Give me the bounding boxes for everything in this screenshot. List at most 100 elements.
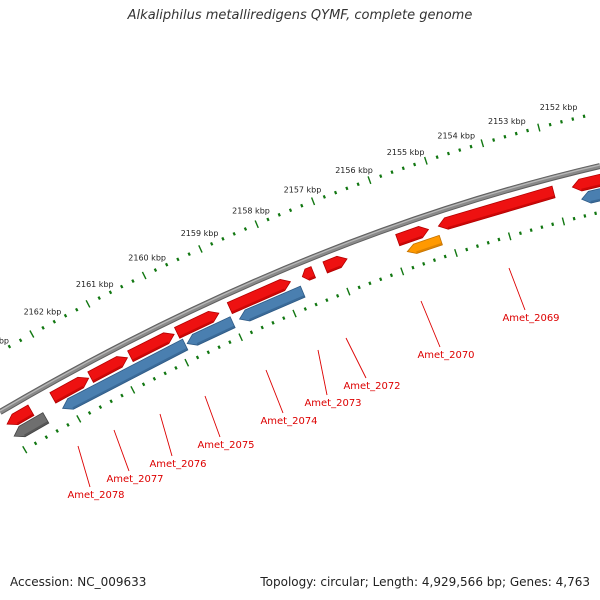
minor-tick (266, 217, 270, 222)
minor-tick (120, 393, 124, 398)
minor-tick (55, 429, 59, 433)
minor-tick (66, 422, 70, 427)
major-tick (22, 445, 28, 454)
forward-cds-arrow[interactable] (173, 310, 220, 339)
minor-tick (379, 277, 383, 282)
kbp-label: 2158 kbp (232, 207, 270, 216)
minor-tick (356, 182, 360, 187)
gene-leader-line (508, 267, 526, 311)
gene-leader-line (265, 369, 284, 414)
minor-tick (260, 325, 264, 330)
minor-tick (486, 240, 490, 245)
major-tick (561, 217, 566, 226)
gene-leader-line (204, 395, 221, 438)
other-feature-arrow[interactable] (13, 412, 50, 438)
minor-tick (503, 134, 507, 139)
forward-cds-arrow-shade (178, 320, 214, 339)
minor-tick (551, 222, 555, 227)
kbp-label: 2162 kbp (24, 308, 62, 317)
minor-tick (98, 405, 103, 410)
gene-label[interactable]: Amet_2069 (502, 313, 559, 324)
reverse-cds-arrow[interactable] (186, 316, 236, 346)
minor-tick (232, 231, 236, 236)
gene-label[interactable]: Amet_2072 (343, 381, 400, 392)
major-tick (238, 333, 243, 342)
minor-tick (469, 144, 473, 149)
backbone-highlight (0, 164, 600, 412)
minor-tick (322, 194, 326, 199)
minor-tick (243, 227, 248, 231)
minor-tick (401, 166, 405, 171)
minor-tick (176, 257, 180, 262)
genome-summary: Topology: circular; Length: 4,929,566 bp… (260, 575, 590, 589)
minor-tick (195, 355, 200, 360)
minor-tick (187, 252, 191, 257)
minor-tick (131, 279, 135, 283)
gene-label[interactable]: Amet_2075 (197, 440, 254, 451)
reverse-cds-arrow[interactable] (62, 338, 189, 410)
minor-tick (379, 174, 383, 178)
gene-leader-line (420, 300, 441, 348)
minor-tick (164, 262, 169, 267)
minor-tick (52, 319, 57, 324)
minor-tick (44, 435, 49, 440)
minor-tick (63, 313, 68, 318)
forward-cds-arrow-shade (92, 365, 123, 383)
minor-tick (389, 273, 394, 278)
gene-label[interactable]: Amet_2070 (417, 350, 474, 361)
rna-feature-arrow-shade (416, 242, 443, 254)
minor-tick (119, 284, 124, 289)
major-tick (367, 176, 372, 185)
minor-tick (97, 296, 101, 300)
forward-cds-arrow[interactable] (87, 356, 129, 383)
forward-cds-arrow[interactable] (322, 255, 348, 274)
minor-tick (583, 214, 587, 218)
minor-tick (18, 338, 23, 343)
forward-cds-arrow-shade (581, 184, 600, 191)
backbone-line (0, 164, 600, 414)
gene-leader-line (159, 413, 173, 457)
minor-tick (210, 241, 214, 246)
minor-tick (325, 298, 329, 303)
minor-tick (594, 211, 598, 216)
major-tick (184, 358, 190, 367)
gene-labels: Amet_2069 Amet_2070 Amet_2072 Amet_2073 Amet… (67, 313, 559, 501)
minor-tick (249, 330, 254, 335)
reverse-cds-arrow[interactable] (581, 187, 600, 204)
kbp-label: 2155 kbp (387, 148, 425, 157)
gene-features (6, 173, 600, 438)
gene-label[interactable]: Amet_2074 (260, 416, 317, 427)
reverse-cds-arrow-shade (196, 325, 236, 346)
minor-tick (514, 131, 518, 136)
minor-tick (582, 114, 586, 119)
outer-scale-ticks (7, 114, 586, 349)
gene-label[interactable]: Amet_2077 (106, 474, 163, 485)
gene-label-leaders (77, 267, 526, 488)
minor-tick (548, 122, 552, 127)
minor-tick (529, 228, 533, 232)
minor-tick (217, 345, 221, 350)
minor-tick (435, 155, 439, 159)
major-tick (130, 386, 136, 394)
minor-tick (497, 237, 501, 242)
gene-label[interactable]: Amet_2076 (149, 459, 206, 470)
forward-cds-arrow-shade (132, 341, 169, 362)
minor-tick (368, 281, 372, 286)
minor-tick (141, 382, 146, 387)
minor-tick (571, 117, 575, 121)
major-tick (198, 245, 203, 253)
gene-label[interactable]: Amet_2078 (67, 490, 124, 501)
kbp-label: 2153 kbp (488, 117, 526, 126)
major-tick (537, 123, 541, 132)
kbp-label: 2161 kbp (76, 280, 114, 289)
kbp-label: 2160 kbp (128, 254, 166, 263)
minor-tick (334, 190, 338, 195)
forward-cds-arrow[interactable] (437, 185, 556, 230)
forward-cds-arrow-shade (308, 275, 316, 281)
kbp-label: 2156 kbp (335, 166, 373, 175)
major-tick (254, 220, 259, 229)
minor-tick (413, 162, 417, 167)
gene-label[interactable]: Amet_2073 (304, 398, 361, 409)
